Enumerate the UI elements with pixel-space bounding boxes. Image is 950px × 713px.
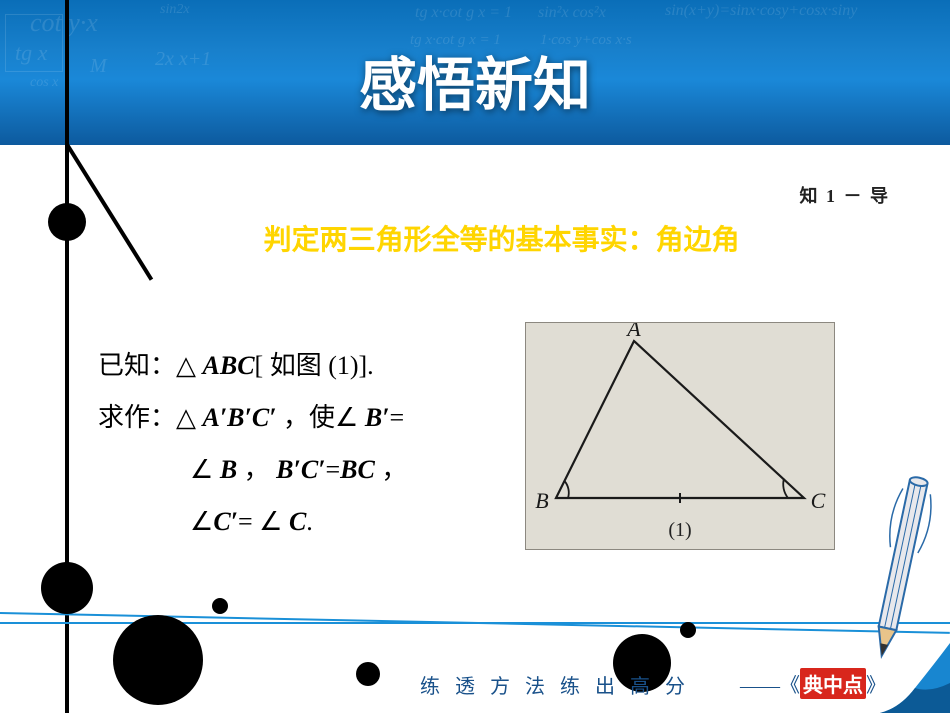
triangle-svg: A B C	[526, 323, 834, 525]
footer-brand: ——《典中点》	[740, 668, 886, 699]
decor-circle	[41, 562, 93, 614]
label-given: 已知：	[98, 351, 176, 380]
problem-line4: ∠C′= ∠ C.	[98, 496, 407, 548]
label-construct: 求作：	[98, 403, 176, 432]
brand-box: 典中点	[800, 668, 866, 699]
breadcrumb: 知 1 － 导	[800, 182, 891, 208]
slide-header: cot y·x sin2x tg x M cos x 2x x+1 tg x·c…	[0, 0, 950, 145]
figure-caption: (1)	[526, 519, 834, 542]
section-title-text: 判定两三角形全等的基本事实：角边角	[264, 224, 740, 255]
decor-formula: sin²x cos²x	[538, 4, 606, 22]
problem-line3: ∠ B ， B′C′=BC ，	[98, 444, 407, 496]
footer-slogan: 练 透 方 法 练 出 高 分	[420, 670, 690, 699]
vertex-label-c: C	[811, 488, 826, 513]
slide-title: 感悟新知	[0, 38, 950, 122]
decor-circle	[113, 615, 203, 705]
vertex-label-a: A	[625, 323, 641, 341]
page-curl-icon	[880, 643, 950, 713]
decor-formula: sin2x	[160, 2, 190, 18]
decor-circle	[356, 662, 380, 686]
section-heading: 1 判定两三角形全等的基本事实：角边角	[218, 218, 740, 258]
vertex-label-b: B	[535, 488, 548, 513]
section-number: 1	[218, 224, 234, 255]
problem-text: 已知：△ ABC[ 如图 (1)]. 求作：△ A′B′C′ ，使∠ B′= ∠…	[98, 340, 407, 548]
decor-circle	[212, 598, 228, 614]
decor-formula: tg x·cot g x = 1	[415, 4, 512, 22]
brand-prefix: ——《	[740, 675, 800, 697]
triangle-figure: A B C (1)	[525, 322, 835, 550]
decor-formula: sin(x+y)=sinx·cosy+cosx·siny	[665, 2, 857, 20]
problem-given: 已知：△ ABC[ 如图 (1)].	[98, 340, 407, 392]
decor-circle	[48, 203, 86, 241]
problem-construct: 求作：△ A′B′C′ ，使∠ B′=	[98, 392, 407, 444]
decor-circle	[680, 622, 696, 638]
decor-formula: cot y·x	[30, 8, 98, 38]
